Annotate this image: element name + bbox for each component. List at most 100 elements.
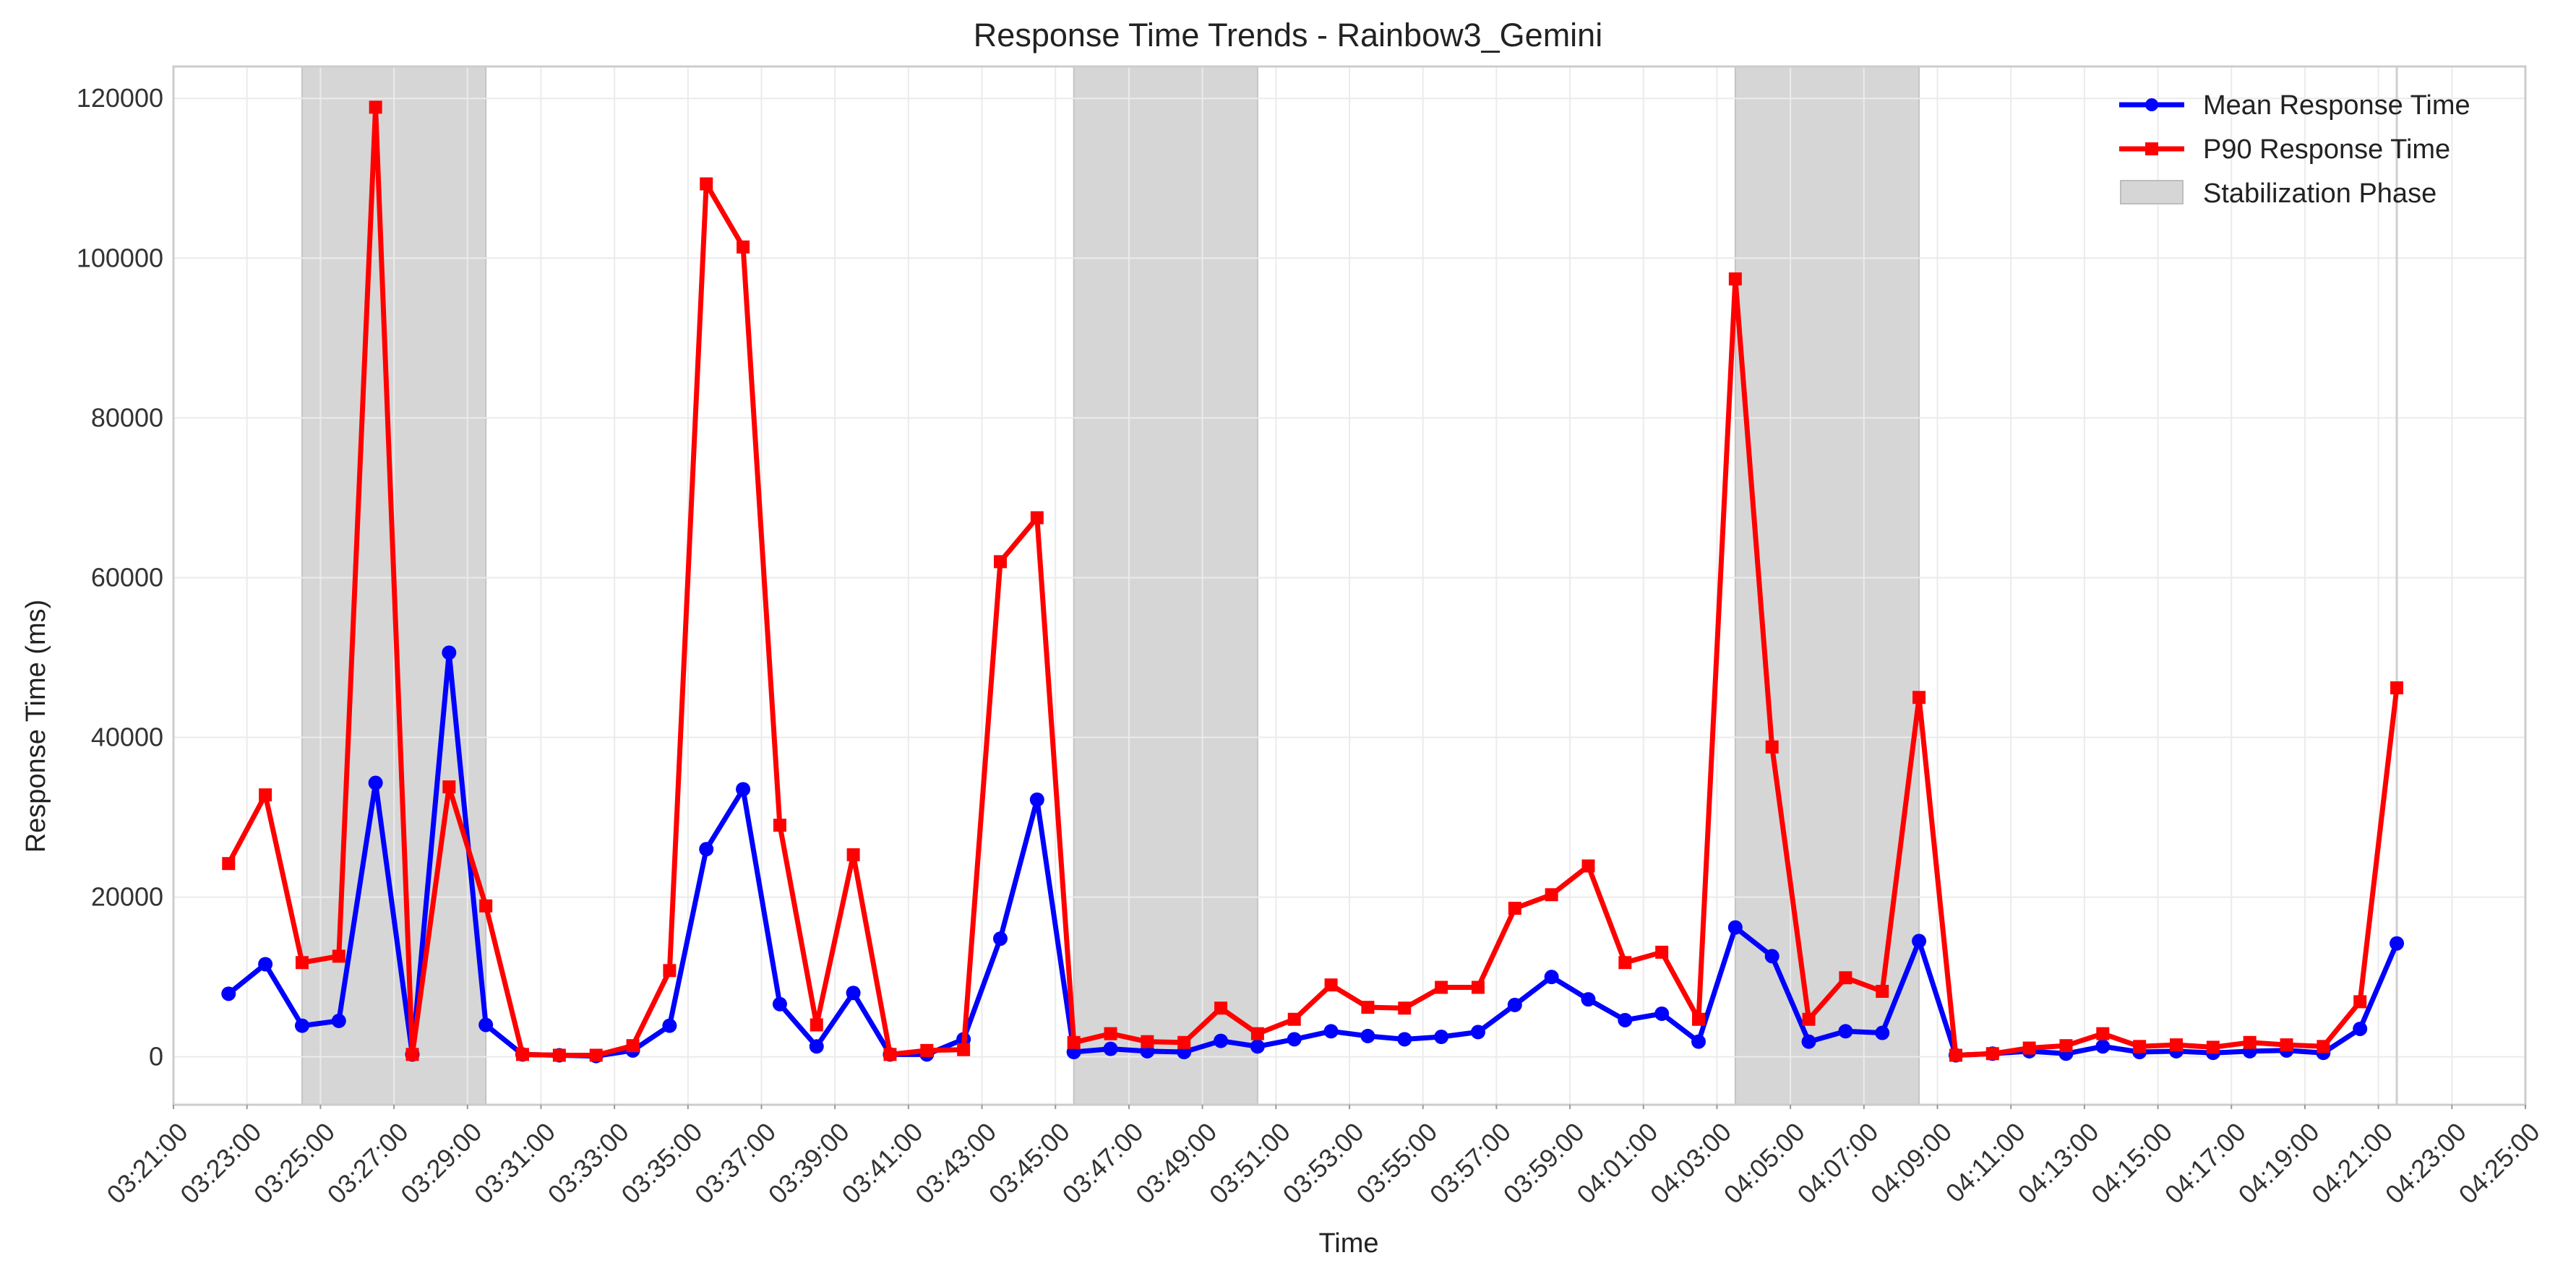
data-point-mean [1029, 792, 1044, 807]
data-point-mean [736, 782, 751, 797]
data-point-mean [699, 842, 714, 857]
legend-entry-stabilization: Stabilization Phase [2120, 178, 2437, 209]
data-point-p90 [2353, 995, 2367, 1009]
y-tick-labels: 0 20000 40000 60000 80000 100000 120000 [77, 83, 163, 1071]
data-point-mean [1691, 1034, 1706, 1049]
data-point-p90 [2317, 1040, 2330, 1053]
legend-p90-marker [2145, 142, 2158, 155]
data-point-p90 [1949, 1048, 1962, 1062]
data-point-mean [258, 957, 273, 972]
data-point-p90 [1765, 740, 1779, 754]
data-point-p90 [2096, 1027, 2110, 1040]
data-point-p90 [1361, 1001, 1375, 1014]
data-point-p90 [2206, 1040, 2220, 1054]
data-point-p90 [700, 177, 713, 191]
data-point-p90 [1471, 980, 1485, 994]
data-point-p90 [295, 956, 309, 970]
data-point-p90 [1618, 956, 1632, 970]
data-point-p90 [259, 788, 272, 802]
data-point-p90 [773, 819, 786, 832]
data-point-p90 [2133, 1040, 2147, 1053]
data-point-p90 [332, 949, 345, 963]
data-point-mean [1287, 1032, 1302, 1047]
data-point-p90 [479, 899, 493, 913]
data-point-p90 [2022, 1041, 2036, 1055]
data-point-p90 [1435, 980, 1448, 994]
data-point-mean [662, 1018, 677, 1033]
stabilization-region [1073, 66, 1258, 1105]
data-point-p90 [2280, 1038, 2293, 1052]
data-point-p90 [1876, 985, 1889, 999]
series-layer [221, 100, 2405, 1064]
chart-title: Response Time Trends - Rainbow3_Gemini [974, 17, 1602, 53]
data-point-mean [221, 986, 236, 1001]
data-point-p90 [1802, 1012, 1816, 1026]
data-point-p90 [1728, 272, 1742, 286]
data-point-p90 [1141, 1035, 1154, 1048]
data-point-p90 [222, 857, 236, 871]
data-point-mean [2353, 1021, 2368, 1036]
data-point-mean [1544, 970, 1559, 985]
data-point-p90 [663, 964, 677, 978]
y-tick-label: 120000 [77, 83, 163, 113]
data-point-mean [1838, 1024, 1853, 1039]
data-point-mean [2390, 936, 2405, 951]
series-p90 [222, 100, 2404, 1062]
data-point-mean [1103, 1041, 1118, 1056]
legend-mean-label: Mean Response Time [2203, 90, 2470, 121]
legend: Mean Response Time P90 Response Time Sta… [2119, 90, 2470, 209]
data-point-mean [294, 1018, 309, 1033]
data-point-p90 [1692, 1012, 1706, 1026]
data-point-mean [1875, 1025, 1890, 1040]
data-point-p90 [2243, 1035, 2257, 1049]
data-point-p90 [405, 1048, 419, 1061]
data-point-p90 [1214, 1001, 1228, 1015]
data-point-mean [772, 996, 787, 1012]
data-point-p90 [1104, 1027, 1117, 1040]
data-point-p90 [1250, 1027, 1264, 1040]
data-point-p90 [1508, 902, 1521, 915]
data-point-p90 [626, 1039, 640, 1053]
data-point-p90 [1287, 1012, 1301, 1026]
data-point-mean [1764, 949, 1779, 964]
data-point-mean [992, 931, 1008, 947]
data-point-p90 [2390, 681, 2404, 694]
y-tick-label: 60000 [91, 562, 163, 592]
legend-entry-p90: P90 Response Time [2119, 134, 2450, 165]
data-point-p90 [1067, 1035, 1081, 1049]
data-point-p90 [1324, 978, 1338, 992]
data-point-mean [368, 775, 383, 790]
data-point-mean [1470, 1025, 1485, 1040]
data-point-mean [846, 986, 861, 1001]
data-point-mean [478, 1017, 494, 1033]
data-point-mean [1801, 1034, 1816, 1049]
data-point-p90 [589, 1048, 603, 1062]
data-point-mean [331, 1013, 346, 1028]
data-point-mean [1654, 1006, 1670, 1021]
data-point-mean [1434, 1030, 1449, 1045]
data-point-mean [1727, 920, 1743, 935]
data-point-p90 [1655, 945, 1669, 959]
data-point-mean [1397, 1032, 1412, 1047]
data-point-mean [1323, 1024, 1339, 1039]
data-point-p90 [1985, 1047, 1999, 1061]
data-point-mean [1214, 1033, 1229, 1048]
legend-mean-marker [2145, 98, 2158, 111]
y-axis-label: Response Time (ms) [21, 600, 51, 853]
data-point-p90 [1581, 859, 1595, 873]
data-point-p90 [883, 1048, 897, 1061]
data-point-p90 [846, 848, 860, 862]
y-tick-label: 40000 [91, 723, 163, 752]
data-point-p90 [442, 780, 456, 794]
legend-stabilization-swatch [2120, 180, 2184, 204]
data-point-p90 [1839, 971, 1852, 985]
data-point-p90 [810, 1018, 823, 1032]
data-point-p90 [737, 240, 750, 254]
legend-p90-label: P90 Response Time [2203, 134, 2450, 165]
data-point-mean [1912, 934, 1927, 949]
data-point-mean [442, 645, 457, 660]
data-point-p90 [957, 1043, 971, 1056]
data-point-mean [1581, 992, 1596, 1007]
data-point-p90 [1912, 691, 1926, 704]
data-point-p90 [1545, 888, 1558, 902]
